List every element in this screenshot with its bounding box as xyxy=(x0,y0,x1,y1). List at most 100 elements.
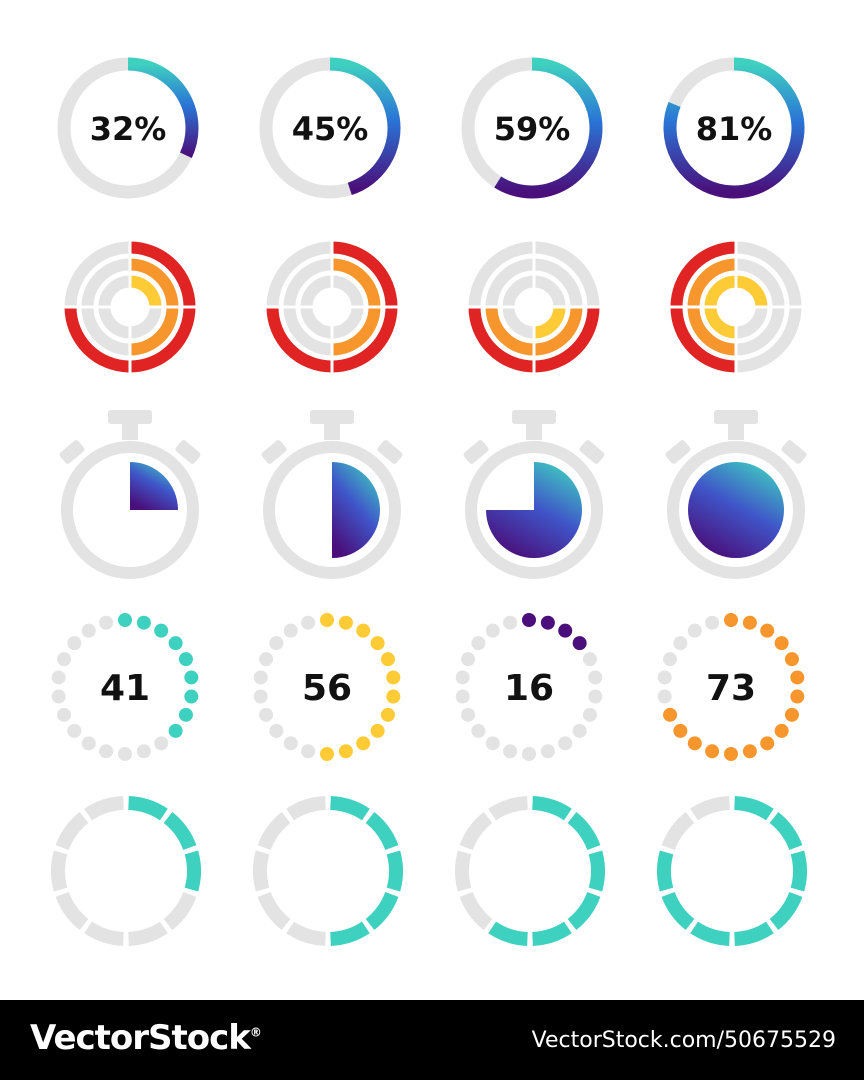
quadrant-ring-segment xyxy=(684,255,738,309)
dot-ring: 16 xyxy=(455,613,603,761)
ring-segment xyxy=(588,850,605,892)
concentric-quadrant-chart xyxy=(465,238,603,376)
ring-segment xyxy=(661,891,695,930)
ring-dot xyxy=(154,623,169,638)
ring-dot xyxy=(184,689,199,704)
progress-rings-row: 32% 45% 59% 81% xyxy=(57,57,805,199)
stopwatches-row xyxy=(59,410,807,579)
ring-segment xyxy=(532,921,572,946)
ring-dot xyxy=(455,670,470,685)
stopwatch xyxy=(59,410,201,579)
ring-segment xyxy=(690,921,730,946)
ring-segment xyxy=(330,796,370,821)
progress-ring: 81% xyxy=(663,57,805,199)
ring-dot xyxy=(522,747,536,761)
ring-segment xyxy=(769,891,803,930)
ring-dot xyxy=(178,707,193,722)
ring-dot xyxy=(51,689,66,704)
stopwatch-crown xyxy=(512,410,556,424)
quadrant-ring-segment xyxy=(280,255,334,309)
progress-ring: 32% xyxy=(57,57,199,199)
ring-dot xyxy=(673,723,688,738)
ring-segment xyxy=(386,850,403,892)
stopwatch-fill xyxy=(688,462,784,558)
ring-dot xyxy=(356,736,371,751)
ring-dot xyxy=(57,652,72,667)
stopwatch-stem xyxy=(526,422,542,440)
ring-dot xyxy=(471,723,486,738)
quadrant-ring-segment xyxy=(263,238,334,309)
stopwatch-stem xyxy=(324,422,340,440)
ring-dot xyxy=(784,652,799,667)
quadrant-ring-segment xyxy=(499,272,536,309)
ring-dot xyxy=(742,615,757,630)
segment-ring xyxy=(455,796,605,946)
concentric-quadrant-chart xyxy=(61,238,199,376)
ring-segment xyxy=(532,796,572,821)
ring-percent-label: 59% xyxy=(494,110,571,148)
segment-ring xyxy=(253,796,403,946)
ring-dot xyxy=(338,744,353,759)
ring-segment xyxy=(488,796,528,821)
ring-dot xyxy=(705,744,720,759)
ring-segment xyxy=(365,891,399,930)
ring-dot xyxy=(760,736,775,751)
image-url[interactable]: VectorStock.com/50675529 xyxy=(531,1028,836,1053)
ring-segment xyxy=(734,921,774,946)
ring-dot xyxy=(301,615,316,630)
stopwatch xyxy=(463,410,605,579)
ring-segment xyxy=(690,796,730,821)
ring-percent-label: 81% xyxy=(696,110,773,148)
ring-dot xyxy=(67,723,82,738)
ring-segment xyxy=(657,850,674,892)
ring-dot xyxy=(320,613,334,627)
concentric-quadrant-chart xyxy=(263,238,401,376)
ring-dot xyxy=(178,652,193,667)
ring-dot xyxy=(386,670,401,685)
ring-dot xyxy=(269,636,284,651)
concentric-quadrant-chart xyxy=(667,238,805,376)
ring-segment xyxy=(567,891,601,930)
ring-dot xyxy=(705,615,720,630)
stopwatch-body xyxy=(263,441,401,579)
quadrant-ring-segment xyxy=(61,238,132,309)
ring-dot xyxy=(380,707,395,722)
ring-dot xyxy=(582,652,597,667)
quadrant-ring-segment xyxy=(465,238,536,309)
ring-dot xyxy=(742,744,757,759)
infographic-canvas: 32% 45% 59% 81% 41 56 16 73 xyxy=(51,57,807,946)
dot-ring-number: 56 xyxy=(302,668,352,709)
ring-dot xyxy=(657,689,672,704)
stopwatch-body xyxy=(61,441,199,579)
ring-segment xyxy=(257,812,291,851)
ring-segment xyxy=(163,891,197,930)
stopwatch-crown xyxy=(714,410,758,424)
ring-dot xyxy=(461,652,476,667)
stopwatch-fill xyxy=(130,462,178,510)
ring-segment xyxy=(365,812,399,851)
progress-ring: 45% xyxy=(259,57,401,199)
ring-dot xyxy=(572,723,587,738)
segment-rings-row xyxy=(51,796,807,946)
ring-segment xyxy=(459,812,493,851)
vectorstock-logo[interactable]: VectorStock® xyxy=(30,1018,262,1058)
stopwatch-left-button xyxy=(665,440,691,464)
ring-dot xyxy=(724,613,738,627)
ring-dot xyxy=(67,636,82,651)
ring-segment xyxy=(330,921,370,946)
ring-dot xyxy=(540,744,555,759)
ring-segment xyxy=(734,796,774,821)
dot-ring-number: 73 xyxy=(706,668,756,709)
ring-dot xyxy=(99,615,114,630)
quadrant-ring-segment xyxy=(78,255,132,309)
dot-ring: 41 xyxy=(51,613,199,761)
ring-dot xyxy=(774,723,789,738)
ring-progress-arc xyxy=(127,57,199,159)
ring-dot xyxy=(673,636,688,651)
ring-segment xyxy=(51,850,68,892)
ring-dot xyxy=(588,670,603,685)
progress-ring: 59% xyxy=(461,57,603,199)
dot-ring: 56 xyxy=(253,613,401,761)
ring-dot xyxy=(455,689,470,704)
stopwatch-right-button xyxy=(579,440,605,464)
